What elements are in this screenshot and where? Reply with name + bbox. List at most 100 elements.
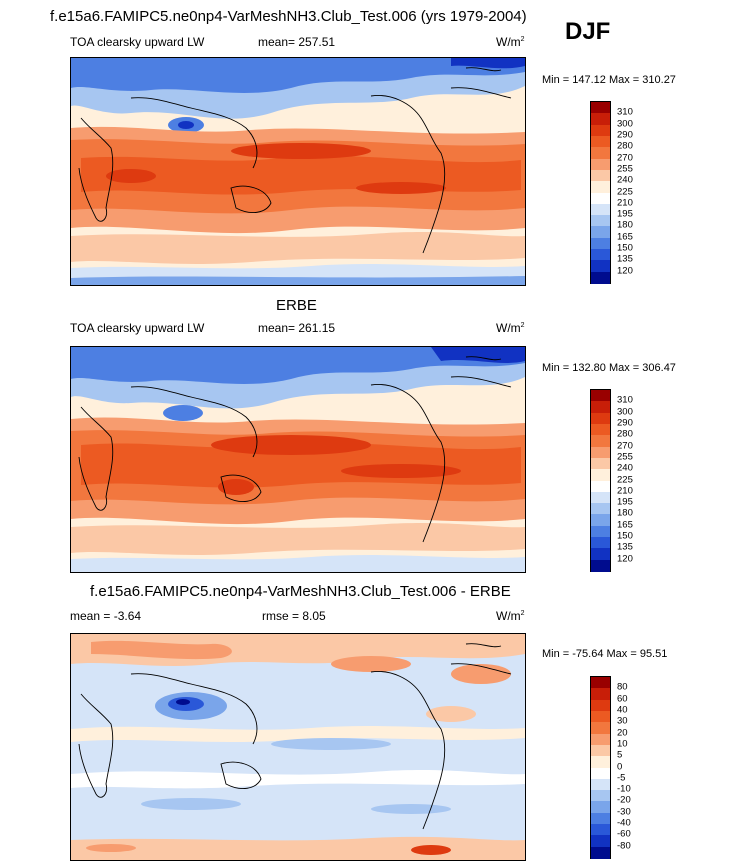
colorbar-label: 210 [617, 485, 633, 497]
colorbar-swatch [591, 435, 610, 448]
colorbar-label: 240 [617, 174, 633, 186]
colorbar-swatch [591, 215, 610, 227]
colorbar-swatch [591, 677, 610, 689]
colorbar-swatch [591, 169, 610, 182]
colorbar-label: -30 [617, 806, 631, 818]
season-label: DJF [565, 18, 611, 45]
colorbar-swatch [591, 710, 610, 723]
colorbar-swatch [591, 390, 610, 402]
map-obs-field [71, 347, 525, 572]
variable-label-obs: TOA clearsky upward LW [70, 321, 205, 335]
colorbar-label: 270 [617, 152, 633, 164]
colorbar-label: 10 [617, 738, 628, 750]
colorbar-label: 135 [617, 541, 633, 553]
colorbar-swatch [591, 412, 610, 425]
map-diff [70, 633, 526, 861]
minmax-model: Min = 147.12 Max = 310.27 [542, 74, 676, 86]
colorbar-swatch [591, 480, 610, 493]
minmax-obs: Min = 132.80 Max = 306.47 [542, 362, 676, 374]
panel-title-obs: ERBE [276, 297, 317, 314]
colorbar-label: 120 [617, 265, 633, 277]
map-diff-field [71, 634, 525, 860]
colorbar-swatch [591, 722, 610, 735]
colorbar-obs [590, 389, 611, 572]
colorbar-swatch [591, 192, 610, 205]
colorbar-swatch [591, 767, 610, 780]
colorbar-label: 150 [617, 530, 633, 542]
colorbar-swatch [591, 102, 610, 114]
colorbar-swatch [591, 181, 610, 193]
colorbar-swatch [591, 135, 610, 148]
colorbar-label: -20 [617, 794, 631, 806]
colorbar-label: 225 [617, 186, 633, 197]
colorbar-swatch [591, 525, 610, 538]
colorbar-label: 165 [617, 519, 633, 531]
colorbar-label: 165 [617, 231, 633, 243]
colorbar-swatch [591, 446, 610, 459]
colorbar-swatch [591, 271, 610, 284]
colorbar-label: 180 [617, 219, 633, 231]
colorbar-label: 40 [617, 704, 628, 716]
rmse-label-diff: rmse = 8.05 [262, 609, 326, 623]
colorbar-label: 210 [617, 197, 633, 209]
colorbar-label: 120 [617, 553, 633, 565]
colorbar-label: 290 [617, 417, 633, 429]
colorbar-label: 150 [617, 242, 633, 254]
colorbar-swatch [591, 503, 610, 515]
colorbar-label: 255 [617, 163, 633, 175]
variable-label-model: TOA clearsky upward LW [70, 35, 205, 49]
colorbar-swatch [591, 491, 610, 504]
colorbar-swatch [591, 846, 610, 859]
colorbar-swatch [591, 237, 610, 250]
colorbar-swatch [591, 824, 610, 836]
colorbar-swatch [591, 548, 610, 561]
units-label-model: W/m2 [496, 35, 525, 49]
colorbar-swatch [591, 790, 610, 802]
colorbar-label: 255 [617, 451, 633, 463]
colorbar-label: 30 [617, 715, 628, 727]
colorbar-swatch [591, 744, 610, 757]
colorbar-swatch [591, 514, 610, 527]
colorbar-label: 300 [617, 406, 633, 418]
colorbar-swatch [591, 147, 610, 160]
colorbar-swatch [591, 801, 610, 814]
colorbar-label: 60 [617, 693, 628, 705]
colorbar-swatch [591, 203, 610, 216]
colorbar-label: 80 [617, 681, 628, 693]
colorbar-label: 280 [617, 140, 633, 152]
colorbar-swatch [591, 158, 610, 171]
colorbar-label: 310 [617, 106, 633, 118]
colorbar-swatch [591, 457, 610, 470]
mean-label-model: mean= 257.51 [258, 35, 336, 49]
colorbar-label: -60 [617, 828, 631, 840]
colorbar-label: 180 [617, 507, 633, 519]
colorbar-model [590, 101, 611, 284]
colorbar-swatch [591, 559, 610, 572]
colorbar-swatch [591, 699, 610, 712]
colorbar-swatch [591, 423, 610, 436]
colorbar-label: 225 [617, 474, 633, 485]
colorbar-label: 20 [617, 727, 628, 739]
colorbar-label: 270 [617, 440, 633, 452]
colorbar-label: 310 [617, 394, 633, 406]
colorbar-swatch [591, 249, 610, 261]
colorbar-swatch [591, 812, 610, 825]
colorbar-label: 290 [617, 129, 633, 141]
colorbar-swatch [591, 778, 610, 791]
map-model-field [71, 58, 525, 285]
colorbar-label: 240 [617, 462, 633, 474]
colorbar-swatch [591, 835, 610, 848]
colorbar-swatch [591, 113, 610, 126]
colorbar-swatch [591, 537, 610, 549]
panel-title-diff: f.e15a6.FAMIPC5.ne0np4-VarMeshNH3.Club_T… [90, 583, 511, 600]
colorbar-swatch [591, 733, 610, 746]
colorbar-swatch [591, 469, 610, 481]
colorbar-swatch [591, 124, 610, 137]
colorbar-label: 195 [617, 496, 633, 508]
colorbar-label: -40 [617, 817, 631, 829]
panel-title-model: f.e15a6.FAMIPC5.ne0np4-VarMeshNH3.Club_T… [50, 8, 527, 25]
colorbar-swatch [591, 401, 610, 414]
minmax-diff: Min = -75.64 Max = 95.51 [542, 648, 668, 660]
units-label-diff: W/m2 [496, 609, 525, 623]
colorbar-label: 5 [617, 749, 623, 761]
